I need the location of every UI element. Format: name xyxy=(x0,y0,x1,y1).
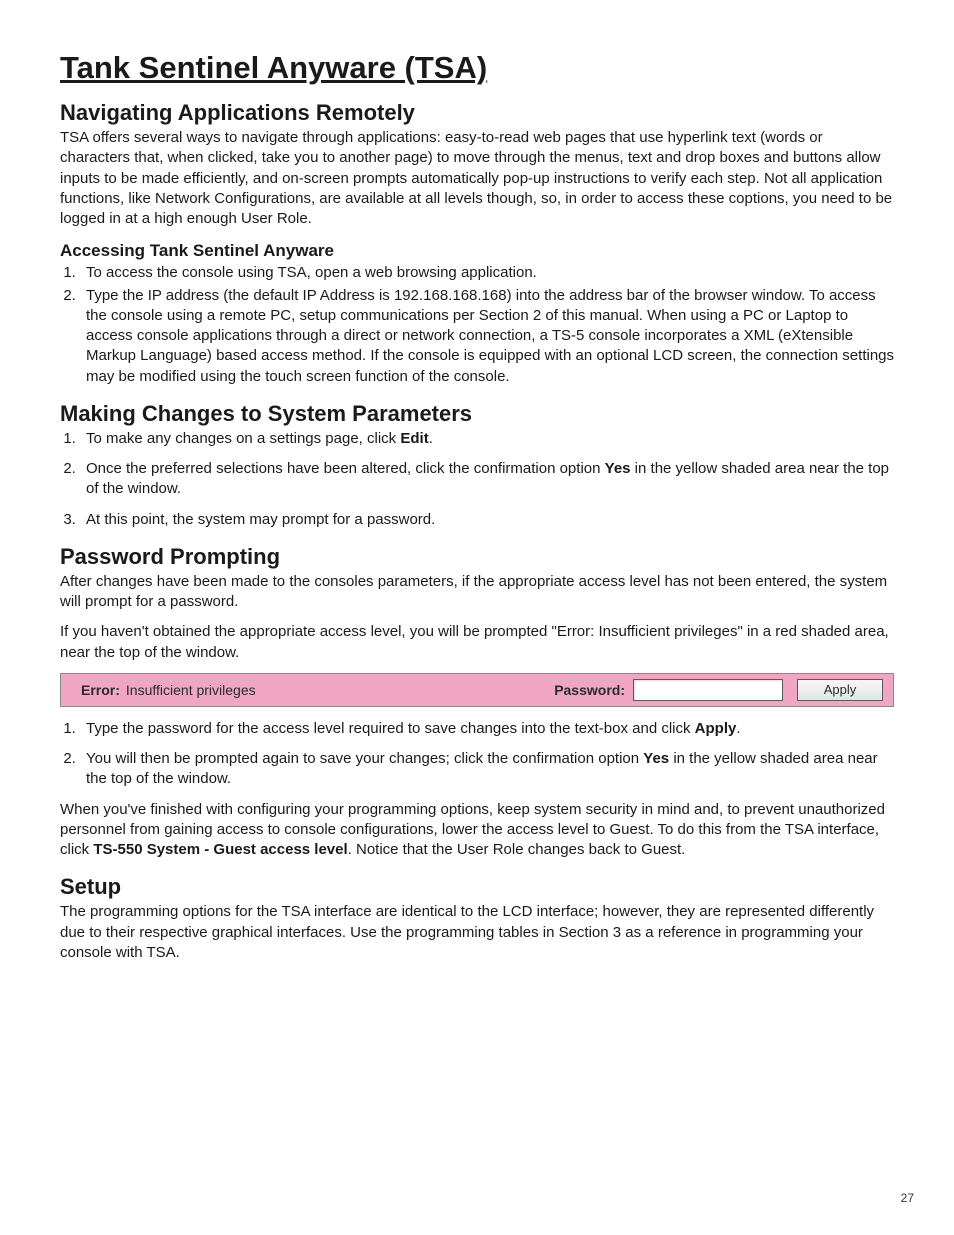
paragraph-nav: TSA offers several ways to navigate thro… xyxy=(60,128,894,229)
list-item: At this point, the system may prompt for… xyxy=(80,510,894,530)
paragraph-pw2: If you haven't obtained the appropriate … xyxy=(60,622,894,663)
error-message: Insufficient privileges xyxy=(126,682,256,698)
list-changes: To make any changes on a settings page, … xyxy=(60,429,894,530)
list-item: Once the preferred selections have been … xyxy=(80,459,894,500)
heading-password: Password Prompting xyxy=(60,544,894,570)
page-number: 27 xyxy=(901,1191,914,1205)
list-password-steps: Type the password for the access level r… xyxy=(60,719,894,790)
text: . Notice that the User Role changes back… xyxy=(348,841,686,858)
page-title: Tank Sentinel Anyware (TSA) xyxy=(60,50,894,86)
list-item: To access the console using TSA, open a … xyxy=(80,263,894,283)
document-page: Tank Sentinel Anyware (TSA) Navigating A… xyxy=(0,0,954,1235)
error-label: Error: xyxy=(81,682,120,698)
text: . xyxy=(429,430,433,447)
heading-accessing: Accessing Tank Sentinel Anyware xyxy=(60,241,894,261)
bold-text: Yes xyxy=(605,460,631,477)
list-accessing: To access the console using TSA, open a … xyxy=(60,263,894,387)
list-item: You will then be prompted again to save … xyxy=(80,749,894,790)
error-bar: Error: Insufficient privileges Password:… xyxy=(60,673,894,707)
paragraph-pw1: After changes have been made to the cons… xyxy=(60,572,894,613)
list-item: Type the password for the access level r… xyxy=(80,719,894,739)
heading-navigating: Navigating Applications Remotely xyxy=(60,100,894,126)
password-input[interactable] xyxy=(633,679,783,701)
text: You will then be prompted again to save … xyxy=(86,750,643,767)
list-item: To make any changes on a settings page, … xyxy=(80,429,894,449)
paragraph-pw3: When you've finished with configuring yo… xyxy=(60,800,894,861)
bold-text: Edit xyxy=(400,430,428,447)
paragraph-setup: The programming options for the TSA inte… xyxy=(60,902,894,963)
heading-setup: Setup xyxy=(60,874,894,900)
heading-changes: Making Changes to System Parameters xyxy=(60,401,894,427)
text: . xyxy=(736,720,740,737)
text: Type the password for the access level r… xyxy=(86,720,695,737)
bold-text: TS-550 System - Guest access level xyxy=(93,841,347,858)
password-label: Password: xyxy=(554,682,625,698)
list-item: Type the IP address (the default IP Addr… xyxy=(80,286,894,387)
text: Once the preferred selections have been … xyxy=(86,460,605,477)
bold-text: Yes xyxy=(643,750,669,767)
bold-text: Apply xyxy=(695,720,737,737)
apply-button[interactable]: Apply xyxy=(797,679,883,701)
text: To make any changes on a settings page, … xyxy=(86,430,400,447)
